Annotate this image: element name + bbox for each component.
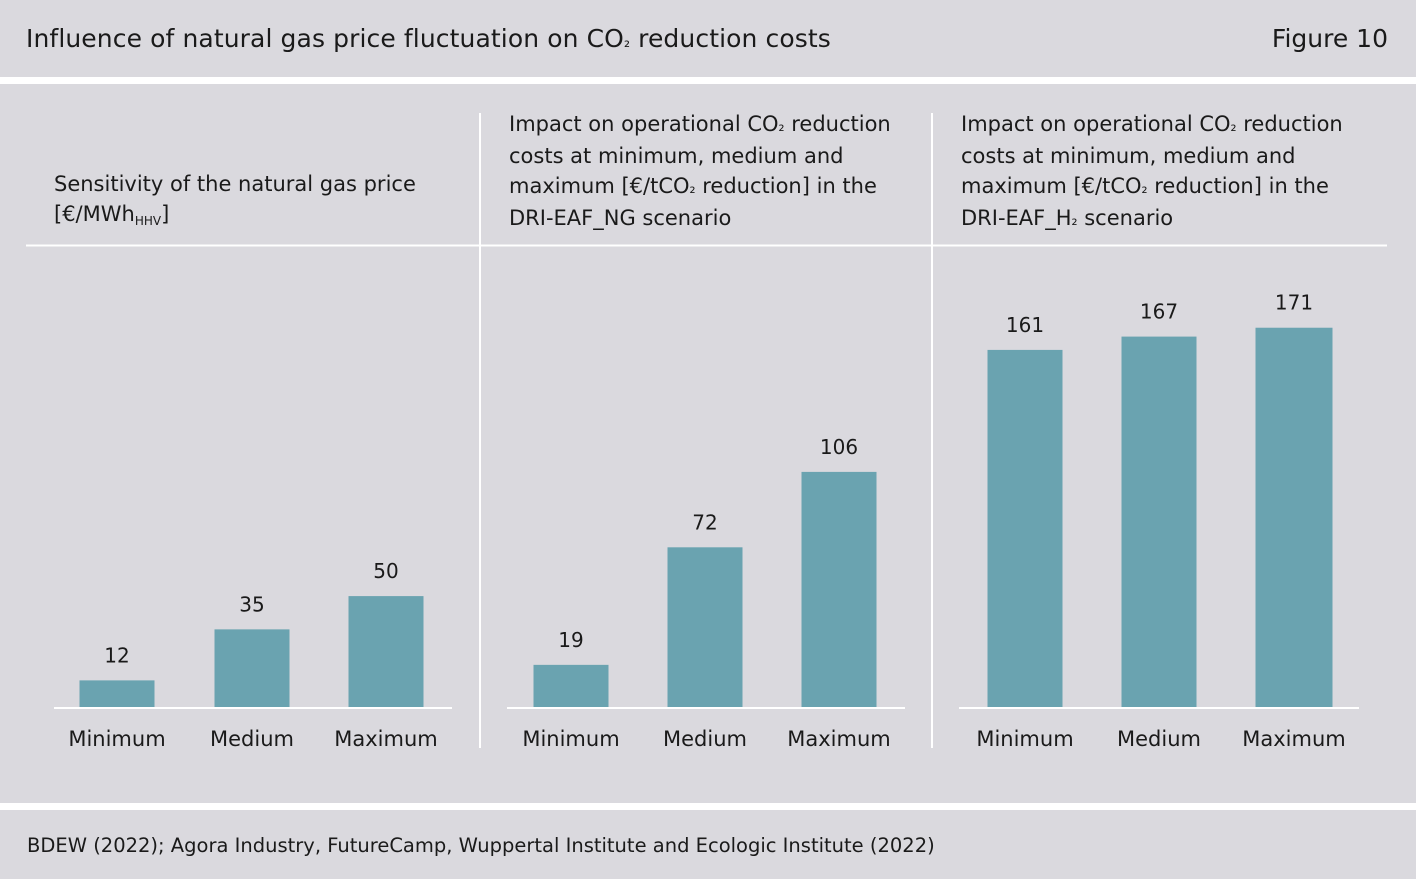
category-label-panel-3-maximum: Maximum [1242, 727, 1345, 751]
value-label-panel-1-minimum: 12 [104, 643, 129, 667]
value-label-panel-3-maximum: 171 [1275, 291, 1313, 315]
panel-1-title-line-2: [€/MWhHHV] [54, 202, 170, 228]
category-label-panel-2-minimum: Minimum [522, 727, 619, 751]
panel-1-title: Sensitivity of the natural gas price [€/… [54, 169, 416, 236]
source-note: BDEW (2022); Agora Industry, FutureCamp,… [27, 834, 935, 857]
category-label-panel-2-maximum: Maximum [787, 727, 890, 751]
panel-3-title-line-2: costs at minimum, medium and [961, 144, 1296, 168]
figure-title: Influence of natural gas price fluctuati… [26, 24, 831, 53]
panel-2-title-line-3: maximum [€/tCO₂ reduction] in the [509, 174, 877, 198]
panel-2-title-line-1: Impact on operational CO₂ reduction [509, 112, 891, 136]
figure-number: Figure 10 [1271, 24, 1388, 53]
panel-2-title: Impact on operational CO₂ reduction cost… [509, 109, 891, 233]
value-label-panel-2-minimum: 19 [558, 628, 583, 652]
plot-area: 12 Minimum 35 Medium 50 Maximum 19 Minimum 72 Med… [54, 291, 1359, 751]
bar-panel-3-maximum [1255, 327, 1333, 707]
bar-panel-2-medium [667, 547, 743, 707]
value-label-panel-2-medium: 72 [692, 510, 717, 534]
category-label-panel-3-medium: Medium [1117, 727, 1201, 751]
header-band [0, 0, 1416, 77]
bar-panel-2-minimum [533, 664, 609, 707]
category-label-panel-1-minimum: Minimum [68, 727, 165, 751]
footer-band [0, 810, 1416, 879]
bar-panel-3-minimum [987, 349, 1063, 707]
category-label-panel-1-maximum: Maximum [334, 727, 437, 751]
bar-panel-1-maximum [348, 596, 424, 707]
bar-panel-2-maximum [801, 471, 877, 707]
value-label-panel-2-maximum: 106 [820, 435, 858, 459]
panel-3-title: Impact on operational CO₂ reduction cost… [961, 109, 1343, 235]
panel-3-title-line-1: Impact on operational CO₂ reduction [961, 112, 1343, 136]
category-label-panel-3-minimum: Minimum [976, 727, 1073, 751]
bar-panel-1-medium [214, 629, 290, 707]
panel-3-title-line-3: maximum [€/tCO₂ reduction] in the [961, 174, 1329, 198]
bar-panel-3-medium [1121, 336, 1197, 707]
category-label-panel-1-medium: Medium [210, 727, 294, 751]
value-label-panel-1-maximum: 50 [373, 559, 398, 583]
bar-panel-1-minimum [79, 680, 155, 707]
value-label-panel-3-medium: 167 [1140, 300, 1178, 324]
panel-2-title-line-2: costs at minimum, medium and [509, 144, 844, 168]
value-label-panel-1-medium: 35 [239, 592, 264, 616]
value-label-panel-3-minimum: 161 [1006, 313, 1044, 337]
category-label-panel-2-medium: Medium [663, 727, 747, 751]
panel-1-title-line-1: Sensitivity of the natural gas price [54, 172, 416, 196]
panel-3-title-line-4: DRI-EAF_H₂ scenario [961, 206, 1174, 230]
panel-2-title-line-4: DRI-EAF_NG scenario [509, 206, 732, 230]
